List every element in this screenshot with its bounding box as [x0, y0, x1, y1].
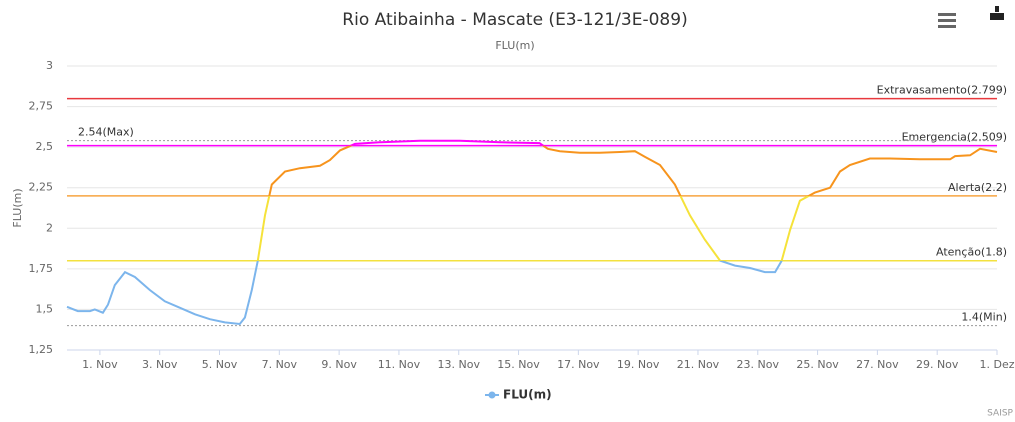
flu-line — [268, 145, 998, 196]
flu-line — [256, 195, 812, 261]
x-tick-label: 11. Nov — [378, 358, 421, 371]
x-tick-label: 29. Nov — [916, 358, 959, 371]
menu-button[interactable] — [938, 13, 956, 28]
y-tick-label: 2,75 — [29, 100, 54, 113]
download-button[interactable] — [990, 6, 1004, 20]
plot-line-label: Extravasamento(2.799) — [877, 84, 1007, 97]
flu-line — [348, 139, 546, 146]
plot-line-label: Alerta(2.2) — [948, 181, 1007, 194]
y-tick-label: 1,25 — [29, 343, 54, 356]
flu-line — [66, 260, 783, 326]
y-tick-label: 2,25 — [29, 181, 54, 194]
x-tick-label: 21. Nov — [677, 358, 720, 371]
x-tick-label: 9. Nov — [321, 358, 357, 371]
x-tick-label: 15. Nov — [497, 358, 540, 371]
x-tick-label: 13. Nov — [438, 358, 481, 371]
x-tick-label: 5. Nov — [202, 358, 238, 371]
plot-line-label: Atenção(1.8) — [936, 246, 1007, 259]
y-tick-label: 2,5 — [36, 140, 54, 153]
y-tick-label: 1,75 — [29, 262, 54, 275]
y-tick-label: 2 — [46, 221, 53, 234]
plot-line-label: Emergencia(2.509) — [902, 131, 1007, 144]
credits: SAISP — [987, 409, 1013, 419]
chart-title: Rio Atibainha - Mascate (E3-121/3E-089) — [342, 10, 687, 30]
x-tick-label: 23. Nov — [737, 358, 780, 371]
x-tick-label: 17. Nov — [557, 358, 600, 371]
x-tick-label: 3. Nov — [142, 358, 178, 371]
x-tick-label: 1. Dez — [979, 358, 1014, 371]
x-tick-label: 7. Nov — [262, 358, 298, 371]
x-tick-label: 19. Nov — [617, 358, 660, 371]
plot-line-label: 1.4(Min) — [961, 311, 1007, 324]
chart-subtitle: FLU(m) — [495, 39, 534, 52]
x-tick-label: 1. Nov — [82, 358, 118, 371]
legend-label: FLU(m) — [503, 388, 552, 402]
y-tick-label: 1,5 — [36, 302, 54, 315]
x-tick-label: 25. Nov — [796, 358, 839, 371]
plot-line-label: 2.54(Max) — [78, 126, 134, 139]
y-tick-label: 3 — [46, 59, 53, 72]
x-tick-label: 27. Nov — [856, 358, 899, 371]
y-axis-label: FLU(m) — [11, 188, 24, 227]
legend-marker — [488, 391, 496, 399]
